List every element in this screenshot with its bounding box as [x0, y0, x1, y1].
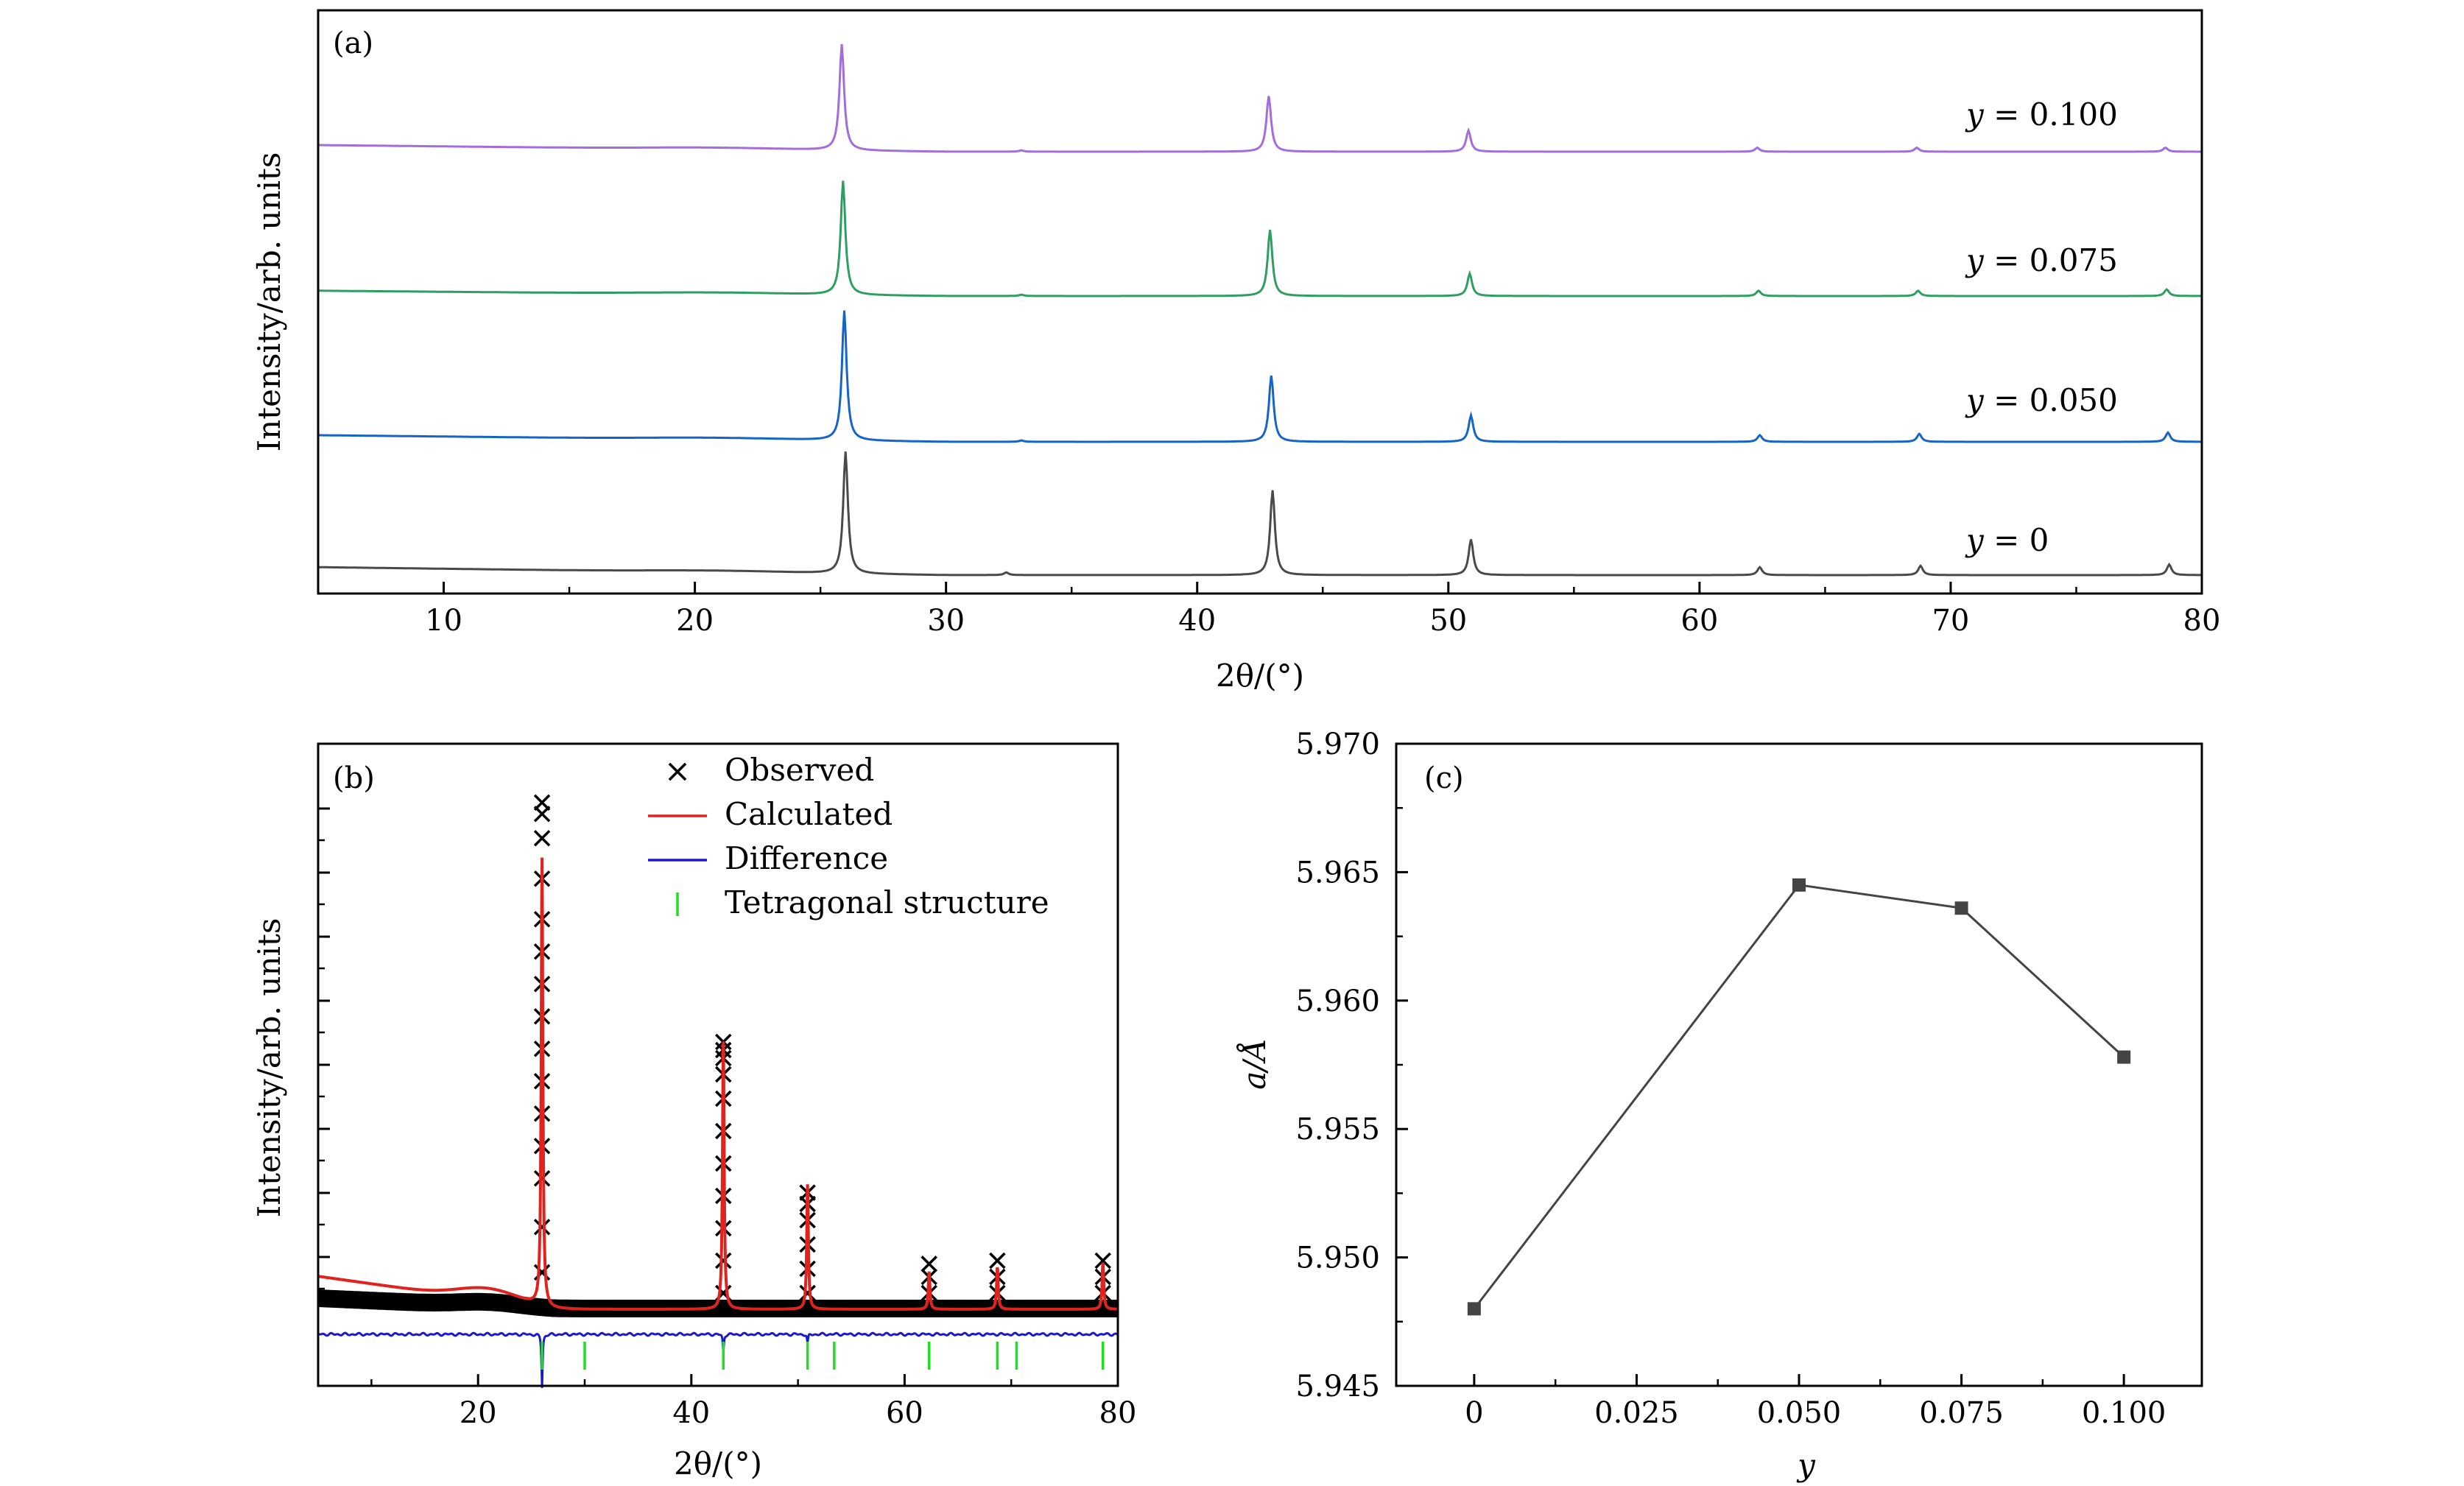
panel-a-xtick-label: 20 — [676, 604, 714, 638]
panel-c-xtick-label: 0.025 — [1594, 1396, 1679, 1430]
panel-c-xtick-label: 0.100 — [2082, 1396, 2166, 1430]
panel-b-legend: Observed Calculated Difference Tetragonal s… — [648, 752, 1049, 920]
panel-a-series-line — [318, 310, 2202, 443]
panel-b-observed-marker — [715, 1252, 732, 1270]
panel-c-ticks: 0 0.025 0.050 0.075 0.100 5.945 5.950 5.955 5.96… — [1295, 728, 2166, 1430]
panel-c-data-point — [1792, 878, 1806, 892]
panel-a-xtick-label: 30 — [927, 604, 965, 638]
panel-b-xtick-label: 20 — [460, 1396, 497, 1430]
panel-b-legend-label: Observed — [725, 752, 874, 788]
panel-c-data-point — [1954, 901, 1968, 915]
panel-b-xtick-label: 40 — [672, 1396, 710, 1430]
panel-b-xlabel: 2θ/(°) — [674, 1445, 762, 1482]
panel-c-ytick-label: 5.945 — [1295, 1370, 1380, 1404]
panel-c-ytick-label: 5.970 — [1295, 728, 1380, 761]
panel-a-xlabel: 2θ/(°) — [1216, 658, 1304, 694]
panel-a-xtick-label: 60 — [1680, 604, 1718, 638]
panel-a-series-label-var: y — [1965, 382, 1985, 418]
panel-a-frame — [317, 9, 2203, 595]
panel-a-series-label-var: y — [1965, 522, 1985, 558]
panel-b-legend-label: Calculated — [725, 796, 893, 832]
panel-c-xlabel: y — [1796, 1447, 1816, 1483]
panel-c-xtick-label: 0.075 — [1919, 1396, 2004, 1430]
panel-b-xtick-label: 80 — [1099, 1396, 1137, 1430]
panel-a-xtick-label: 10 — [425, 604, 462, 638]
panel-b-observed-marker — [533, 830, 551, 847]
panel-c-ytick-label: 5.950 — [1295, 1242, 1380, 1275]
panel-c-label: (c) — [1424, 761, 1464, 795]
panel-b-observed-marker — [533, 1219, 551, 1236]
panel-a-series-label-value: = 0.075 — [1984, 242, 2118, 278]
panel-b: 20 40 60 80 (b) 2θ/(°) Intensity/arb. units… — [251, 742, 1137, 1482]
panel-c-series-line — [1473, 884, 2125, 1310]
panel-a-series-label: y = 0.100 — [1965, 96, 2118, 133]
panel-a-label: (a) — [333, 27, 373, 60]
panel-b-calculated-line — [318, 857, 1118, 1311]
panel-b-observed-marker — [533, 1170, 551, 1187]
panel-b-legend-label: Difference — [725, 840, 888, 876]
panel-c-ytick-label: 5.955 — [1295, 1113, 1380, 1147]
panel-b-observed-marker — [799, 1284, 816, 1302]
panel-c-ytick-label: 5.960 — [1295, 985, 1380, 1018]
panel-c-frame — [1395, 742, 2203, 1387]
panel-a-series-group — [318, 43, 2202, 577]
panel-c: 0 0.025 0.050 0.075 0.100 5.945 5.950 5.955 5.96… — [1236, 728, 2203, 1483]
panel-a-series-label-var: y — [1965, 242, 1985, 278]
panel-c-xtick-label: 0 — [1465, 1396, 1483, 1430]
panel-a-xtick-label: 70 — [1932, 604, 1969, 638]
panel-b-legend-label: Tetragonal structure — [725, 884, 1049, 920]
panel-a-series-label: y = 0.075 — [1965, 242, 2118, 278]
panel-c-data-point — [2117, 1050, 2131, 1064]
panel-b-label: (b) — [333, 761, 375, 795]
panel-c-data-point — [1467, 1302, 1481, 1316]
panel-b-xtick-label: 60 — [886, 1396, 923, 1430]
panel-b-observed-marker — [715, 1219, 732, 1237]
panel-b-observed-marker — [989, 1252, 1006, 1270]
panel-b-observed-marker — [921, 1256, 937, 1272]
panel-b-difference-line — [317, 1331, 1119, 1388]
panel-c-xtick-label: 0.050 — [1757, 1396, 1842, 1430]
panel-b-legend-swatch-observed — [668, 762, 687, 781]
panel-a-series-label: y = 0.050 — [1965, 382, 2118, 418]
panel-a-series-line — [318, 180, 2202, 297]
panel-a-series-label-value: = 0 — [1984, 522, 2049, 558]
panel-a-series-label: y = 0 — [1965, 522, 2049, 558]
panel-a-xtick-label: 80 — [2183, 604, 2221, 638]
panel-b-ylabel: Intensity/arb. units — [251, 918, 287, 1218]
panel-a-ylabel: Intensity/arb. units — [251, 152, 287, 452]
panel-b-ticks: 20 40 60 80 — [318, 807, 1137, 1430]
panel-b-observed-marker — [1094, 1252, 1111, 1270]
panel-c-ylabel-text: a/Å — [1236, 1038, 1273, 1090]
panel-c-ytick-label: 5.965 — [1295, 856, 1380, 890]
panel-a-series-label-var: y — [1965, 96, 1985, 133]
panel-c-plot-group — [1467, 878, 2131, 1316]
panel-a: 10 20 30 40 50 60 70 80 (a) 2θ/(°) Intensity/ar… — [251, 9, 2221, 694]
panel-a-xtick-label: 50 — [1429, 604, 1467, 638]
panel-b-plot-group — [317, 794, 1119, 1388]
panel-a-series-label-value: = 0.100 — [1984, 96, 2118, 133]
panel-a-series-line — [318, 43, 2202, 153]
panel-b-observed-marker — [533, 794, 551, 811]
panel-c-ylabel: a/Å — [1236, 1038, 1273, 1090]
panel-a-series-label-value: = 0.050 — [1984, 382, 2118, 418]
panel-a-series-line — [318, 451, 2202, 577]
panel-a-ticks: 10 20 30 40 50 60 70 80 — [317, 582, 2221, 638]
panel-a-xtick-label: 40 — [1178, 604, 1216, 638]
